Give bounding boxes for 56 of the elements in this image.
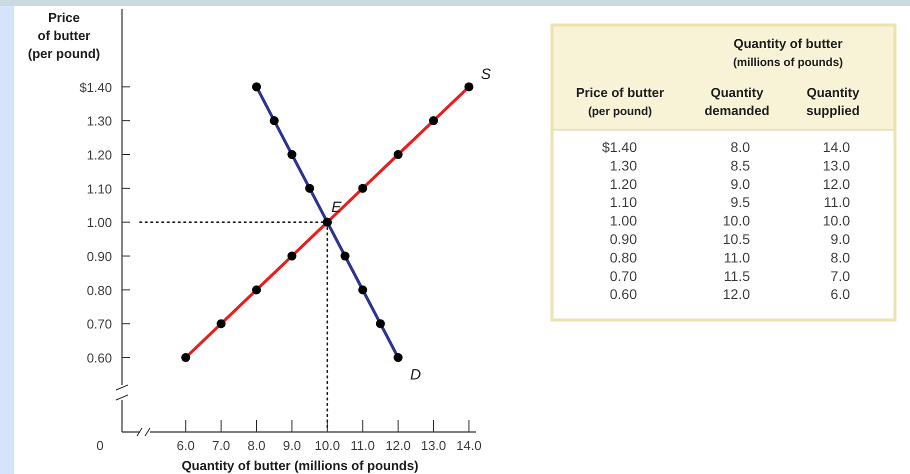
series-label: S xyxy=(480,66,491,83)
data-label: 9.0 xyxy=(730,176,750,192)
y-tick-label: 1.00 xyxy=(610,212,638,229)
data-label: 11.0 xyxy=(824,194,850,210)
y-tick-label: 0.70 xyxy=(610,268,638,284)
data-label: 12.0 xyxy=(722,286,750,302)
x-tick-label: Quantity supplied xyxy=(806,85,860,118)
y-axis-title: Price of butter (per pound) xyxy=(576,85,664,118)
chart-subtitle: (millions of pounds) xyxy=(733,57,844,69)
data-label: 10.0 xyxy=(722,212,750,229)
data-label: 11.0 xyxy=(724,249,750,266)
data-label: 9.0 xyxy=(830,231,850,247)
y-axis-title: Price of butter (per pound) xyxy=(28,10,100,61)
x-tick-label: 11.0 xyxy=(350,438,375,453)
x-tick-label: 8.0 xyxy=(247,438,266,453)
data-label: 10.0 xyxy=(822,212,850,229)
y-tick-label: $1.40 xyxy=(602,139,638,155)
y-tick-label: 0.90 xyxy=(610,231,638,247)
data-label: 7.0 xyxy=(830,268,850,284)
y-tick-label: 1.20 xyxy=(610,176,638,192)
y-tick-label: 0.70 xyxy=(86,316,112,332)
data-label: 9.5 xyxy=(730,194,750,210)
y-tick-label: 1.30 xyxy=(610,157,638,174)
x-tick-label: Quantity demanded xyxy=(704,85,770,118)
data-label: 12.0 xyxy=(822,176,850,192)
annotation: E xyxy=(331,199,342,216)
y-tick-label: 0.60 xyxy=(86,350,112,366)
data-label: 14.0 xyxy=(822,139,850,155)
data-label: 6.0 xyxy=(830,286,850,302)
y-tick-label: 1.30 xyxy=(86,114,112,129)
x-tick-label: 9.0 xyxy=(282,438,301,453)
y-tick-label: $1.40 xyxy=(79,80,112,95)
y-tick-label: 1.10 xyxy=(86,181,112,196)
y-tick-label: 0.90 xyxy=(86,249,112,264)
x-tick-label: 12.0 xyxy=(385,438,411,453)
data-label: 11.5 xyxy=(724,268,750,284)
x-axis-title: Quantity of butter (millions of pounds) xyxy=(182,458,418,473)
y-tick-label: 0.80 xyxy=(610,249,638,266)
y-tick-label: 1.00 xyxy=(86,215,112,230)
series-label: D xyxy=(410,366,422,384)
x-tick-label: 13.0 xyxy=(420,438,446,453)
y-tick-label: 0.60 xyxy=(610,286,638,302)
y-tick-label: 0.80 xyxy=(86,282,112,298)
x-tick-label: 6.0 xyxy=(176,438,195,453)
data-label: 8.0 xyxy=(730,139,750,155)
x-tick-label: 10.0 xyxy=(314,438,340,453)
chart-title: Quantity of butter xyxy=(733,36,843,51)
data-label: 13.0 xyxy=(822,157,850,174)
data-label: 8.0 xyxy=(830,249,850,266)
y-tick-label: 1.10 xyxy=(610,194,638,210)
data-label: 8.5 xyxy=(730,157,750,174)
data-label: 10.5 xyxy=(722,231,750,247)
x-tick-label: 14.0 xyxy=(456,438,482,453)
x-tick-label: 7.0 xyxy=(212,438,230,453)
text: 0 xyxy=(96,438,104,453)
y-tick-label: 1.20 xyxy=(86,148,112,163)
